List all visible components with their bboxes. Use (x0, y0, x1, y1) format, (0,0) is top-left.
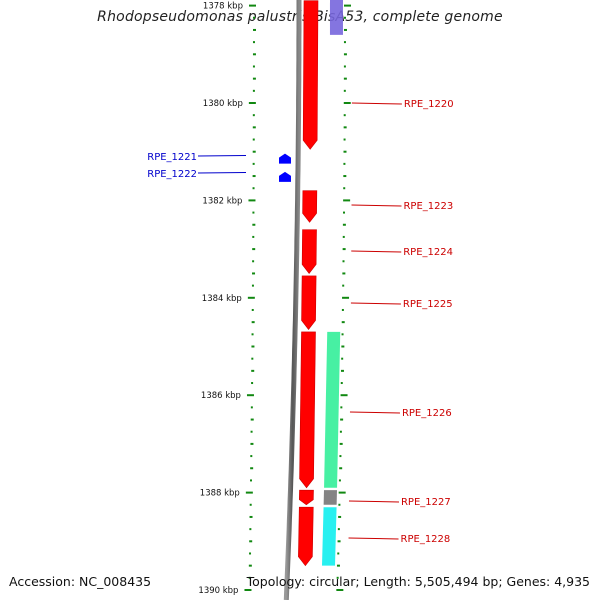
genome-summary-text: Topology: circular; Length: 5,505,494 bp… (246, 574, 590, 589)
gene-arrow[interactable] (299, 489, 314, 506)
feature-block (322, 507, 337, 566)
feature-block (323, 490, 337, 505)
scale-tick-label: 1386 kbp (201, 391, 241, 401)
gene-label-leader (349, 411, 400, 414)
scale-tick-label: 1384 kbp (202, 294, 242, 304)
backbone-layer (283, 0, 302, 600)
gene-label-leader (351, 250, 402, 253)
gene-arrow[interactable] (299, 331, 316, 489)
genes-layer (279, 0, 319, 567)
gene-label-leader (348, 537, 399, 540)
gene-label-leader (197, 172, 247, 174)
scale-tick-label: 1382 kbp (202, 196, 242, 206)
scale-tick-label: 1390 kbp (198, 586, 238, 596)
gene-arrow[interactable] (279, 171, 291, 182)
feature-block (324, 331, 341, 488)
gene-label-leader (197, 155, 247, 157)
gene-label[interactable]: RPE_1224 (403, 247, 453, 258)
gene-label[interactable]: RPE_1227 (401, 497, 451, 508)
scale-tick-label: 1378 kbp (203, 2, 243, 12)
gene-label[interactable]: RPE_1226 (402, 408, 452, 419)
gene-label-leader (351, 102, 402, 105)
gene-arrow[interactable] (302, 190, 318, 223)
gene-labels-layer: RPE_1220 RPE_1221 RPE_1222 RPE_1223 RPE_1224… (147, 99, 453, 545)
gene-label[interactable]: RPE_1228 (401, 534, 451, 545)
gene-label[interactable]: RPE_1225 (403, 299, 453, 310)
scale-tick-label: 1388 kbp (200, 489, 240, 499)
gene-arrow[interactable] (301, 229, 317, 274)
feature-block (329, 0, 343, 35)
gene-label[interactable]: RPE_1221 (147, 152, 197, 163)
features-layer (322, 0, 343, 566)
gene-label[interactable]: RPE_1220 (404, 99, 454, 110)
gene-label-leader (351, 204, 402, 207)
gene-label[interactable]: RPE_1222 (147, 169, 197, 180)
gene-arrow[interactable] (279, 153, 291, 164)
genome-backbone (283, 0, 302, 600)
accession-text: Accession: NC_008435 (9, 574, 152, 589)
gene-label[interactable]: RPE_1223 (403, 201, 453, 212)
gene-arrow[interactable] (298, 506, 314, 567)
gene-arrow[interactable] (302, 0, 319, 150)
scale-tick-label: 1380 kbp (203, 99, 243, 109)
gene-arrow[interactable] (301, 275, 317, 330)
gene-label-leader (348, 500, 399, 503)
scale-ticks-layer: 1378 kbp 1380 kbp 1382 kbp 1384 kbp 1386 kbp… (198, 2, 351, 596)
gene-label-leader (350, 302, 401, 305)
